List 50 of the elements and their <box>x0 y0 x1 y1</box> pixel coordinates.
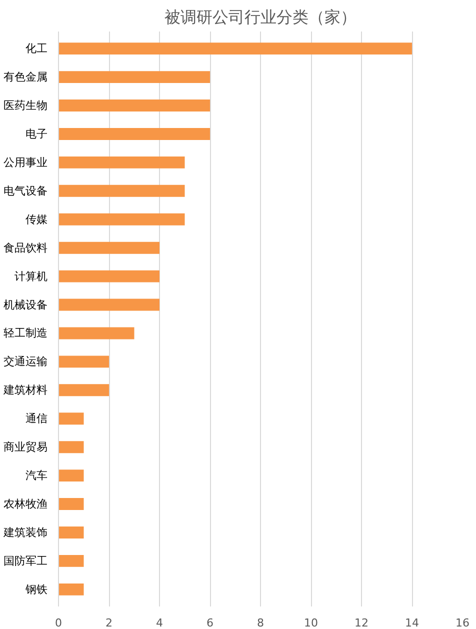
y-tick-label: 通信 <box>26 412 48 426</box>
chart-title: 被调研公司行业分类（家） <box>164 8 356 26</box>
bar <box>58 554 84 567</box>
x-tick-label: 10 <box>304 616 318 629</box>
bar <box>58 412 84 425</box>
bar <box>58 184 185 197</box>
y-tick-label: 交通运输 <box>4 355 48 368</box>
bar <box>58 270 160 282</box>
y-tick-label: 机械设备 <box>4 298 48 312</box>
y-tick-label: 有色金属 <box>4 70 48 84</box>
bar <box>58 242 160 254</box>
bar <box>58 298 160 311</box>
x-tick-label: 14 <box>405 616 419 629</box>
y-tick-label: 农林牧渔 <box>4 498 48 511</box>
y-tick-label: 汽车 <box>26 469 48 482</box>
y-tick-label: 食品饮料 <box>4 241 48 254</box>
y-tick-label: 传媒 <box>26 212 48 226</box>
bar <box>58 356 109 368</box>
x-tick-label: 0 <box>55 616 62 629</box>
x-tick-label: 4 <box>156 616 163 629</box>
x-tick-label: 2 <box>106 616 112 629</box>
y-tick-label: 建筑装饰 <box>2 526 48 539</box>
y-tick-label: 计算机 <box>14 270 48 283</box>
y-tick-label: 医药生物 <box>4 99 48 112</box>
bar <box>58 583 84 596</box>
bar <box>58 42 412 55</box>
y-tick-label: 商业贸易 <box>4 440 48 454</box>
y-tick-label: 公用事业 <box>4 156 48 169</box>
y-tick-label: 电气设备 <box>4 184 48 198</box>
bar <box>58 100 210 112</box>
bar <box>58 384 109 396</box>
y-tick-label: 化工 <box>26 42 48 56</box>
y-tick-label: 钢铁 <box>24 582 48 596</box>
bar <box>58 213 185 226</box>
bar <box>58 441 84 454</box>
x-tick-label: 6 <box>206 616 214 629</box>
bar <box>58 71 210 84</box>
y-tick-label: 国防军工 <box>4 554 48 568</box>
y-tick-label: 电子 <box>26 127 48 140</box>
bar <box>58 470 84 482</box>
bar <box>58 526 84 538</box>
bar <box>58 327 134 340</box>
bar <box>58 128 210 140</box>
bar <box>58 498 84 510</box>
x-tick-label: 8 <box>257 616 264 629</box>
x-tick-label: 16 <box>456 616 470 629</box>
x-tick-label: 12 <box>354 616 368 629</box>
y-tick-label: 轻工制造 <box>4 326 48 340</box>
y-tick-label: 建筑材料 <box>2 384 48 397</box>
bar <box>58 156 185 168</box>
